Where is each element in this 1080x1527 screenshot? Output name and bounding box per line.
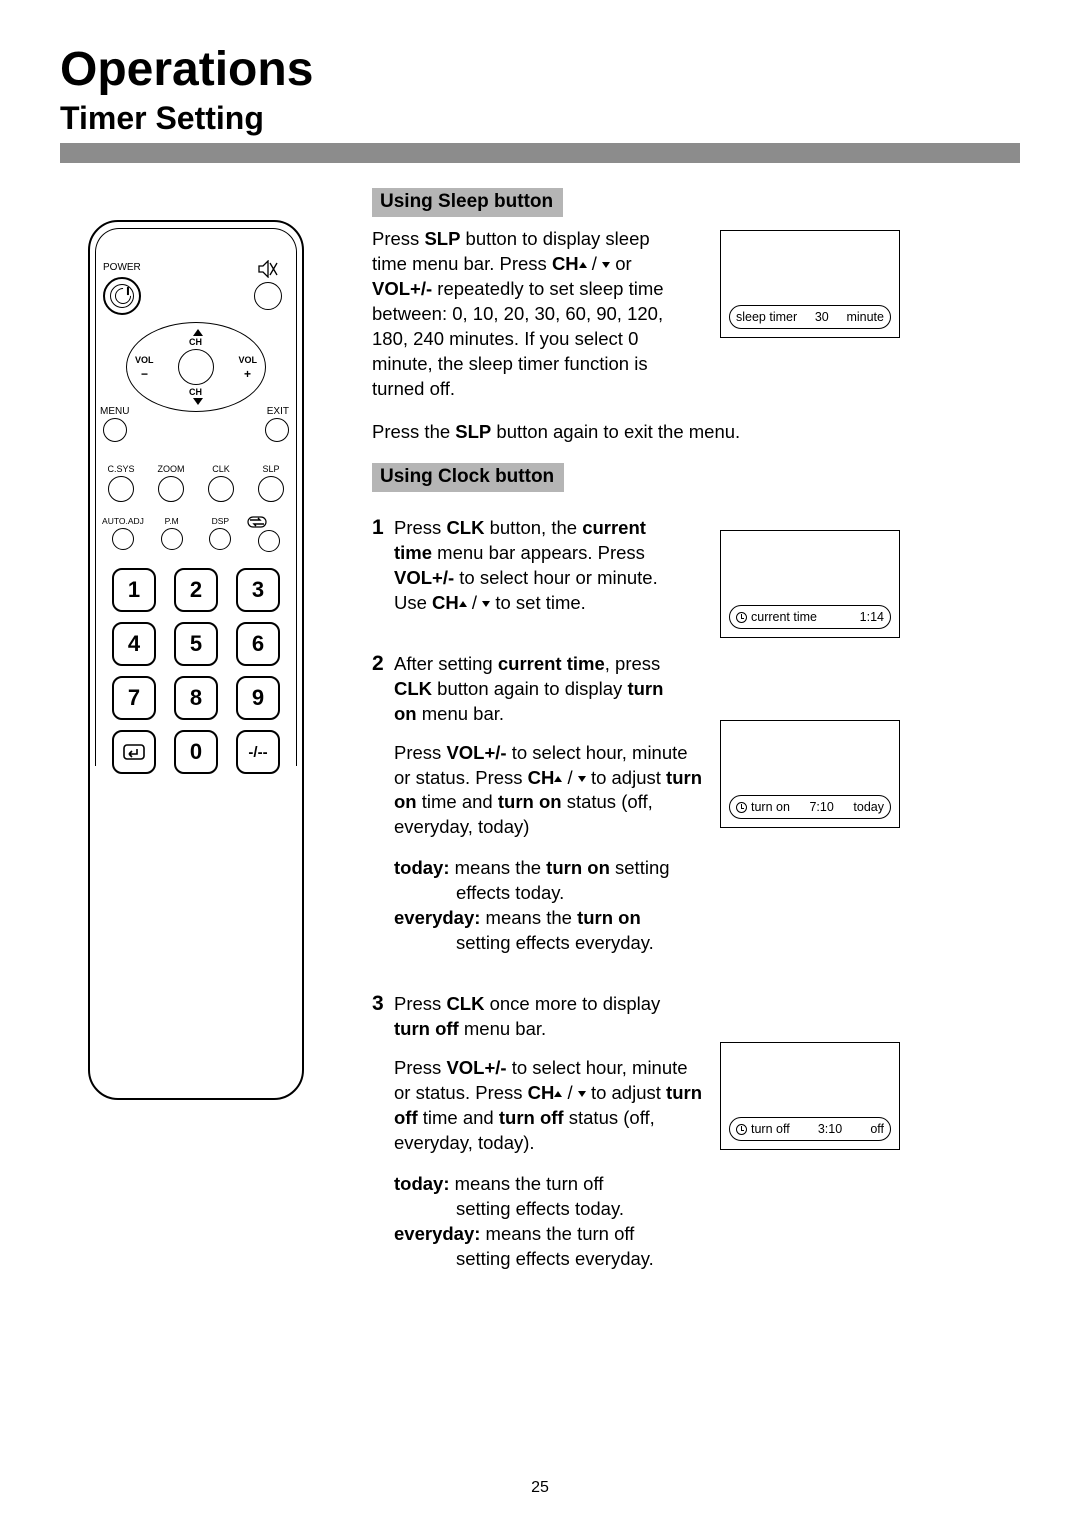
osd-sleep-label: sleep timer (736, 310, 797, 324)
swap-icon (247, 516, 291, 528)
menu-label: MENU (100, 406, 129, 417)
slp-button[interactable] (258, 476, 284, 502)
key-3[interactable]: 3 (236, 568, 280, 612)
key-1[interactable]: 1 (112, 568, 156, 612)
ch-up-label: CH (189, 337, 202, 347)
autoadj-button[interactable] (112, 528, 134, 550)
osd-current-value: 1:14 (860, 610, 884, 624)
osd-off-status: off (870, 1122, 884, 1136)
osd-turn-on: turn on 7:10 today (720, 720, 900, 828)
step-1: 1 Press CLK button, the current time men… (372, 516, 1020, 616)
key-7[interactable]: 7 (112, 676, 156, 720)
clk-button[interactable] (208, 476, 234, 502)
remote-row-csys: C.SYS ZOOM CLK SLP (101, 464, 291, 502)
osd-sleep-unit: minute (846, 310, 884, 324)
key-2[interactable]: 2 (174, 568, 218, 612)
osd-on-status: today (853, 800, 884, 814)
step-2-definitions: today: means the turn on setting effects… (394, 856, 734, 956)
section-label-clock: Using Clock button (372, 463, 564, 492)
key-4[interactable]: 4 (112, 622, 156, 666)
manual-page: Operations Timer Setting POWER CH VOL − … (0, 0, 1080, 1527)
dpad-ok-button[interactable] (178, 349, 214, 385)
page-title: Operations (60, 42, 313, 97)
sleep-paragraph-2: Press the SLP button again to exit the m… (372, 420, 952, 445)
sleep-paragraph-1: Press SLP button to display sleep time m… (372, 227, 672, 402)
key-return[interactable] (112, 730, 156, 774)
clock-icon (736, 1124, 747, 1135)
osd-turn-off: turn off 3:10 off (720, 1042, 900, 1150)
dsp-button[interactable] (209, 528, 231, 550)
section-label-sleep: Using Sleep button (372, 188, 563, 217)
page-subtitle: Timer Setting (60, 100, 264, 137)
step-3: 3 Press CLK once more to display turn of… (372, 992, 1020, 1042)
mute-button[interactable] (254, 282, 282, 310)
power-button[interactable] (103, 277, 141, 315)
key-0[interactable]: 0 (174, 730, 218, 774)
step-2: 2 After setting current time, press CLK … (372, 652, 1020, 727)
dpad[interactable]: CH VOL − VOL + CH (126, 322, 266, 412)
osd-sleep-value: 30 (815, 310, 829, 324)
step-3-detail: Press VOL+/- to select hour, minute or s… (394, 1056, 704, 1156)
key-9[interactable]: 9 (236, 676, 280, 720)
clock-icon (736, 612, 747, 623)
page-number: 25 (0, 1479, 1080, 1497)
step-3-definitions: today: means the turn off setting effect… (394, 1172, 734, 1272)
numpad: 1 2 3 4 5 6 7 8 9 0 -/-- (112, 568, 280, 774)
key-6[interactable]: 6 (236, 622, 280, 666)
osd-off-value: 3:10 (818, 1122, 842, 1136)
csys-button[interactable] (108, 476, 134, 502)
remote-row-autoadj: AUTO.ADJ P.M DSP (101, 516, 291, 552)
triangle-up-icon (579, 262, 587, 268)
exit-label: EXIT (267, 406, 289, 417)
key-digits[interactable]: -/-- (236, 730, 280, 774)
swap-button[interactable] (258, 530, 280, 552)
menu-button[interactable] (103, 418, 127, 442)
key-5[interactable]: 5 (174, 622, 218, 666)
vol-plus-label: VOL (238, 355, 257, 365)
step-2-detail: Press VOL+/- to select hour, minute or s… (394, 741, 704, 841)
key-8[interactable]: 8 (174, 676, 218, 720)
ch-down-label: CH (189, 387, 202, 397)
content-column: Using Sleep button Press SLP button to d… (372, 188, 1020, 1288)
zoom-button[interactable] (158, 476, 184, 502)
triangle-down-icon (602, 262, 610, 268)
vol-minus-label: VOL (135, 355, 154, 365)
clock-icon (736, 802, 747, 813)
exit-button[interactable] (265, 418, 289, 442)
osd-on-value: 7:10 (809, 800, 833, 814)
mute-icon (257, 260, 279, 278)
power-label: POWER (103, 262, 141, 273)
pm-button[interactable] (161, 528, 183, 550)
remote-illustration: POWER CH VOL − VOL + CH MENU EXIT C.SYS … (88, 220, 304, 1100)
osd-sleep-timer: sleep timer 30 minute (720, 230, 900, 338)
osd-current-time: current time 1:14 (720, 530, 900, 638)
section-divider-bar (60, 143, 1020, 163)
